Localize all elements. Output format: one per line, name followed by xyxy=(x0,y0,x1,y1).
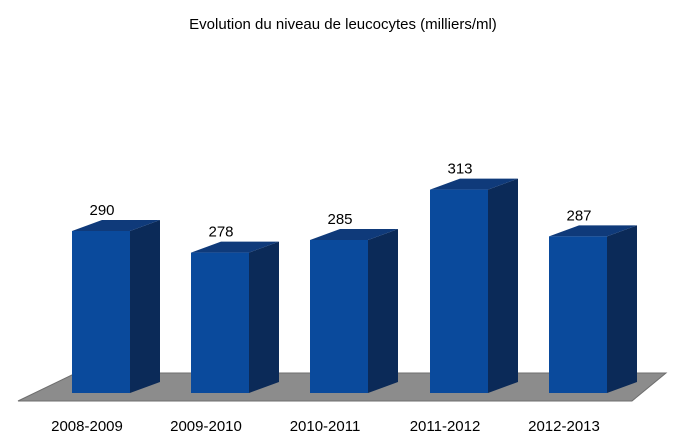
bar-front xyxy=(549,236,607,393)
category-labels-group: 2008-2009 2009-2010 2010-2011 2011-2012 2012… xyxy=(51,418,600,435)
bar-2011-2012 xyxy=(430,178,518,393)
value-label: 285 xyxy=(327,211,352,228)
bar-side xyxy=(368,229,398,393)
bar-top xyxy=(310,229,398,240)
bar-front xyxy=(430,189,488,393)
chart-title: Evolution du niveau de leucocytes (milli… xyxy=(189,16,497,33)
value-label: 278 xyxy=(208,224,233,241)
bar-2012-2013 xyxy=(549,225,637,393)
value-labels-group: 290 278 285 313 287 xyxy=(89,161,591,241)
bar-top xyxy=(72,220,160,231)
bar-front xyxy=(310,240,368,393)
bar-side xyxy=(249,241,279,393)
value-label: 313 xyxy=(447,161,472,178)
bar-front xyxy=(191,252,249,393)
category-label: 2009-2010 xyxy=(170,418,242,435)
value-label: 290 xyxy=(89,202,114,219)
category-label: 2011-2012 xyxy=(410,418,481,435)
bars-group xyxy=(72,178,637,393)
bar-2009-2010 xyxy=(191,241,279,393)
bar-top xyxy=(191,241,279,253)
value-label: 287 xyxy=(566,207,591,224)
bar-top xyxy=(549,225,637,237)
bar-top xyxy=(430,178,518,190)
category-label: 2008-2009 xyxy=(51,418,123,435)
category-label: 2012-2013 xyxy=(528,418,600,435)
bar-2010-2011 xyxy=(310,229,398,393)
bar-side xyxy=(488,178,518,393)
category-label: 2010-2011 xyxy=(290,418,361,435)
bar-side xyxy=(607,225,637,393)
bar-front xyxy=(72,231,130,393)
bar-side xyxy=(130,220,160,393)
bar-2008-2009 xyxy=(72,220,160,393)
